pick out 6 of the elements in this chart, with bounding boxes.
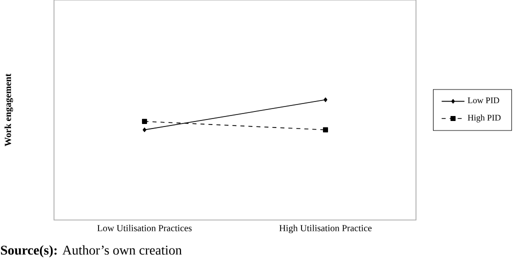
legend-label: High PID bbox=[468, 114, 501, 122]
y-axis-title: Work engagement bbox=[4, 74, 14, 146]
legend-label: Low PID bbox=[468, 97, 500, 104]
x-tick-label: Low Utilisation Practices bbox=[97, 224, 192, 232]
text: Source(s): Author’s own creation bbox=[0, 245, 182, 258]
x-tick-label: High Utilisation Practice bbox=[279, 224, 372, 234]
